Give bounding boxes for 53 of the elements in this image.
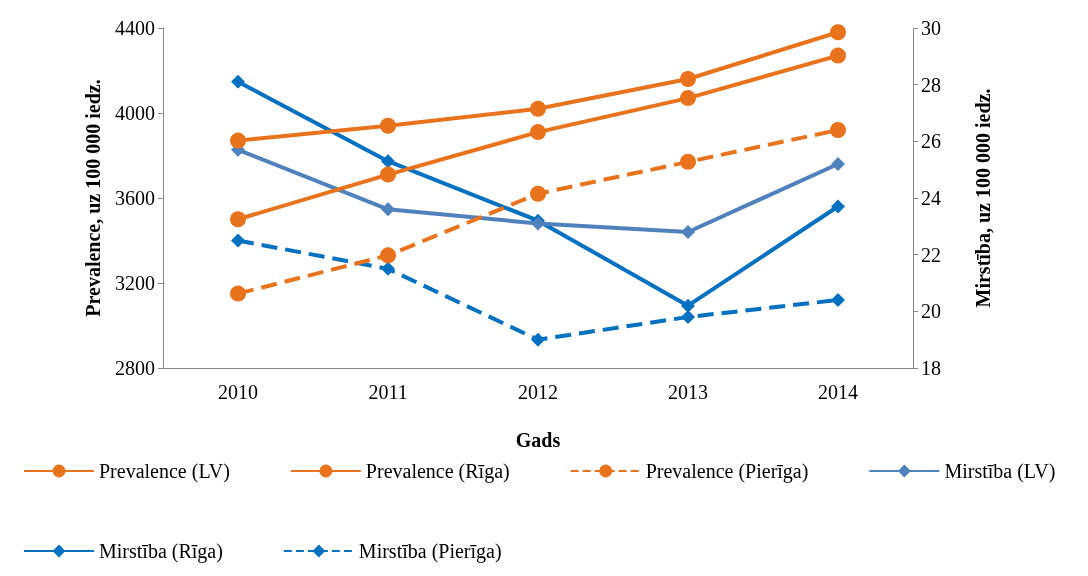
legend-label: Mirstība (Rīga) [99, 540, 223, 563]
legend-label: Prevalence (Pierīga) [645, 460, 809, 483]
y2-tick-label: 24 [921, 187, 941, 209]
y-axis-title: Prevalence, uz 100 000 iedz. [82, 79, 104, 317]
x-tick-label: 2012 [518, 381, 558, 403]
y2-tick-label: 22 [921, 243, 941, 266]
point [680, 90, 696, 107]
legend-label: Mirstība (LV) [944, 460, 1056, 483]
point [230, 211, 246, 228]
point [831, 293, 845, 307]
point [530, 185, 546, 202]
point [231, 233, 245, 248]
point [530, 124, 546, 141]
point [530, 100, 546, 117]
point [681, 225, 695, 239]
y-tick-label: 2800 [115, 357, 155, 379]
point [380, 117, 396, 134]
point [381, 261, 395, 276]
x-tick-label: 2014 [818, 381, 858, 403]
y-tick-label: 3200 [115, 272, 155, 294]
point [680, 153, 696, 170]
point [831, 199, 845, 214]
point [381, 154, 395, 169]
point [531, 332, 545, 347]
point [681, 298, 695, 313]
point [230, 132, 246, 149]
x-axis-title: Gads [515, 429, 561, 451]
y2-tick-label: 26 [921, 130, 941, 153]
point [381, 202, 395, 217]
point [231, 74, 245, 89]
legend-label: Prevalence (LV) [99, 460, 230, 483]
y-tick-label: 4400 [115, 17, 155, 39]
x-tick-label: 2013 [668, 381, 708, 403]
point [230, 285, 246, 302]
point [830, 47, 846, 64]
point [680, 71, 696, 87]
legend-label: Mirstība (Pierīga) [358, 540, 502, 563]
y-tick-label: 3600 [115, 187, 155, 209]
y2-tick-label: 28 [921, 73, 941, 96]
y2-tick-label: 20 [921, 300, 941, 323]
y2-axis-title: Mirstība, uz 100 000 iedz. [972, 88, 994, 308]
y2-tick-label: 18 [921, 357, 941, 379]
x-tick-label: 2010 [218, 381, 258, 403]
point [380, 166, 396, 183]
point [830, 122, 846, 138]
x-tick-label: 2011 [368, 381, 408, 403]
point [831, 157, 845, 171]
point [830, 24, 846, 41]
legend-label: Prevalence (Rīga) [365, 460, 510, 483]
y-tick-label: 4000 [115, 102, 155, 124]
point [681, 310, 695, 324]
y2-tick-label: 30 [921, 17, 941, 39]
point [380, 247, 396, 264]
